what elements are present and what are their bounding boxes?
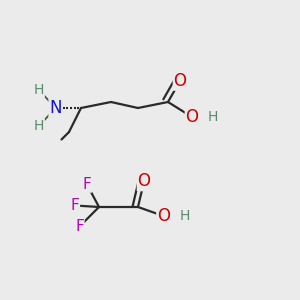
Text: O: O bbox=[137, 172, 151, 190]
Text: N: N bbox=[49, 99, 62, 117]
Text: H: H bbox=[208, 110, 218, 124]
Text: O: O bbox=[185, 108, 199, 126]
Text: O: O bbox=[173, 72, 187, 90]
Text: F: F bbox=[75, 219, 84, 234]
Text: O: O bbox=[157, 207, 170, 225]
Text: F: F bbox=[70, 198, 80, 213]
Text: F: F bbox=[82, 177, 91, 192]
Text: H: H bbox=[179, 209, 190, 223]
Text: H: H bbox=[34, 119, 44, 133]
Text: H: H bbox=[34, 83, 44, 97]
